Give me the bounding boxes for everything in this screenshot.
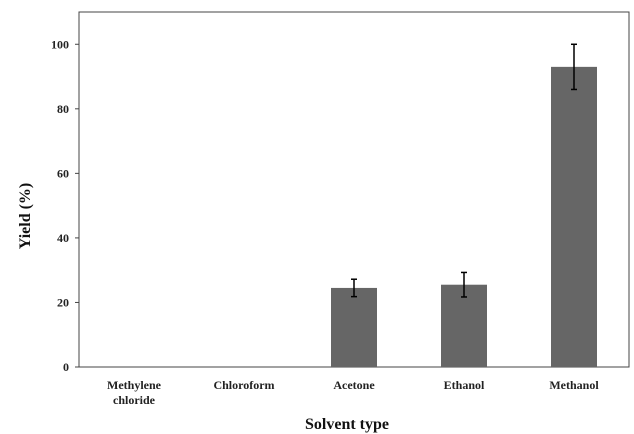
error-bars bbox=[351, 43, 577, 298]
x-axis-title: Solvent type bbox=[305, 416, 389, 433]
y-tick-label: 80 bbox=[57, 102, 69, 116]
x-category-label: Chloroform bbox=[213, 378, 274, 392]
x-category-label: Acetone bbox=[333, 378, 375, 392]
y-tick-label: 20 bbox=[57, 295, 69, 309]
y-tick-label: 0 bbox=[63, 360, 69, 374]
bar bbox=[331, 287, 377, 367]
y-tick-label: 40 bbox=[57, 231, 69, 245]
y-tick-label: 100 bbox=[51, 37, 69, 51]
x-category-label: Methylene chloride bbox=[107, 378, 162, 407]
x-category-label: Ethanol bbox=[444, 378, 485, 392]
error-bar bbox=[571, 43, 577, 91]
y-tick-label: 60 bbox=[57, 166, 69, 180]
y-axis-ticks: 0 20 40 60 80 100 bbox=[51, 37, 79, 374]
y-axis-title: Yield (%) bbox=[17, 183, 34, 250]
x-axis-category-labels: Methylene chloride Chloroform Acetone Ethano… bbox=[107, 378, 599, 407]
x-category-label: Methanol bbox=[549, 378, 599, 392]
error-bar bbox=[461, 271, 467, 298]
bar bbox=[441, 284, 487, 367]
bars bbox=[331, 66, 597, 367]
bar bbox=[551, 66, 597, 367]
error-bar bbox=[351, 278, 357, 298]
